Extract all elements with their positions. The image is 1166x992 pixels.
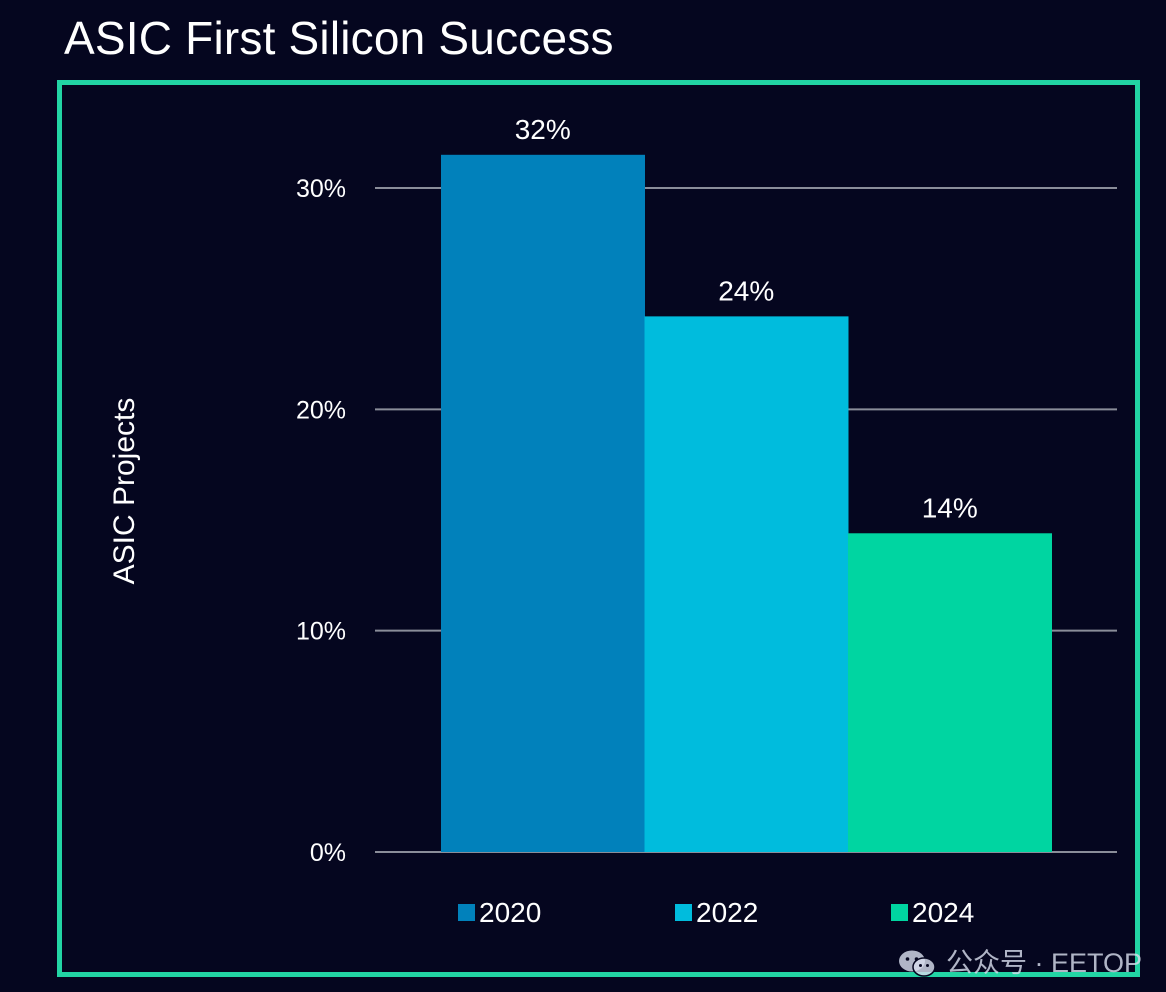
legend-swatch [675,904,692,921]
y-tick-label: 30% [296,175,346,203]
chart-frame [57,80,1140,977]
y-tick-label: 0% [310,839,346,867]
y-axis-ticks: 0% 10% 20% 30% [296,175,346,867]
legend-label: 2020 [479,897,541,928]
y-axis-label: ASIC Projects [108,398,141,585]
data-label-2024: 14% [922,492,978,523]
bar-2020 [441,154,645,853]
legend-item-2020: 2020 [458,897,541,928]
legend-swatch [458,904,475,921]
legend-item-2022: 2022 [675,897,758,928]
legend: 2020 2022 2024 [458,897,974,928]
bars [441,154,1052,853]
y-tick-label: 20% [296,396,346,424]
legend-swatch [891,904,908,921]
y-tick-label: 10% [296,618,346,646]
legend-label: 2024 [912,897,974,928]
bar-2024 [848,533,1052,852]
data-labels: 32% 24% 14% [515,114,978,523]
bar-2022 [644,316,849,853]
page-title: ASIC First Silicon Success [64,12,614,64]
watermark-text: 公众号 · EETOP [945,948,1142,978]
watermark: 公众号 · EETOP [896,946,1142,980]
legend-item-2024: 2024 [891,897,974,928]
data-label-2022: 24% [718,275,774,306]
data-label-2020: 32% [515,114,571,145]
legend-label: 2022 [696,897,758,928]
wechat-icon [898,950,936,977]
